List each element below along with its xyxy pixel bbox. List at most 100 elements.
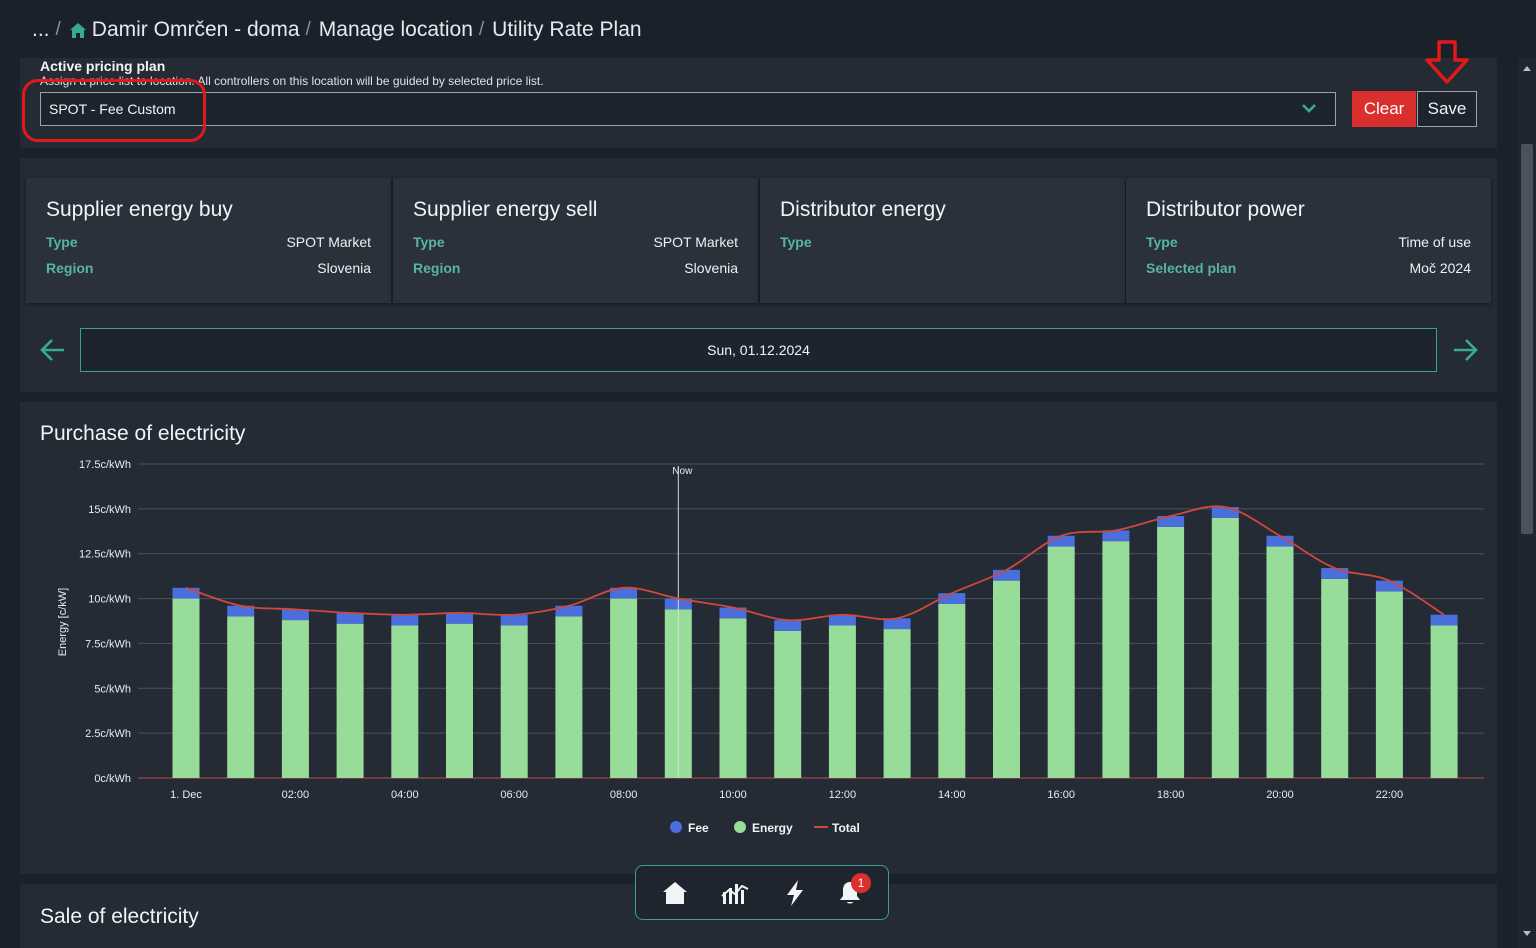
- next-day-arrow-icon[interactable]: [1450, 337, 1480, 363]
- fee-bar: [938, 593, 966, 604]
- card-row-type: Type: [780, 234, 1105, 252]
- row-key: Selected plan: [1146, 260, 1237, 276]
- row-key: Type: [1146, 234, 1178, 250]
- breadcrumb-ellipsis[interactable]: ...: [32, 18, 50, 41]
- fee-bar: [446, 612, 473, 624]
- breadcrumb-separator: /: [478, 19, 485, 40]
- fee-bar: [993, 569, 1020, 581]
- clear-button[interactable]: Clear: [1352, 91, 1416, 127]
- previous-day-arrow-icon[interactable]: [38, 337, 68, 363]
- pricing-plan-card: Active pricing plan Assign a price list …: [20, 58, 1497, 148]
- y-tick-label: 10c/kWh: [88, 594, 131, 606]
- fee-bar: [610, 587, 638, 599]
- x-tick-label: 20:00: [1266, 789, 1294, 801]
- lightning-icon[interactable]: [778, 876, 812, 910]
- x-tick-label: 22:00: [1376, 789, 1404, 801]
- total-series-line: [185, 505, 1445, 622]
- x-tick-label: 08:00: [610, 789, 638, 801]
- distributor-power-card: Distributor power Type Time of use Selec…: [1126, 178, 1491, 303]
- breadcrumb-separator: /: [305, 19, 311, 40]
- energy-bar: [391, 625, 419, 778]
- energy-bar: [1211, 517, 1239, 778]
- card-title: Distributor power: [1146, 198, 1305, 221]
- date-display[interactable]: Sun, 01.12.2024: [80, 328, 1437, 372]
- energy-bar: [446, 623, 473, 778]
- breadcrumb-separator: /: [55, 19, 61, 40]
- supplier-energy-buy-card: Supplier energy buy Type SPOT Market Reg…: [26, 178, 391, 303]
- breadcrumb-current: Utility Rate Plan: [492, 18, 642, 41]
- energy-bar: [227, 616, 255, 778]
- fee-bar: [1211, 507, 1239, 518]
- y-tick-label: 2.5c/kWh: [85, 728, 131, 740]
- date-label: Sun, 01.12.2024: [707, 342, 810, 358]
- energy-bar: [1102, 541, 1130, 778]
- scroll-up-icon[interactable]: [1522, 64, 1532, 72]
- distributor-energy-card: Distributor energy Type: [760, 178, 1125, 303]
- scroll-thumb[interactable]: [1521, 144, 1533, 534]
- energy-bar: [336, 623, 364, 778]
- card-title: Distributor energy: [780, 198, 946, 221]
- fee-bar: [500, 614, 528, 626]
- pricing-plan-subtitle: Assign a price list to location. All con…: [40, 74, 544, 88]
- bottom-navigation: 1: [635, 865, 889, 920]
- energy-bar: [281, 620, 309, 778]
- y-axis-label: Energy [c/kW]: [57, 588, 69, 656]
- x-tick-label: 14:00: [938, 789, 966, 801]
- row-key: Type: [413, 234, 445, 250]
- legend-label: Energy: [752, 821, 793, 835]
- energy-bar: [172, 598, 200, 778]
- x-tick-label: 06:00: [500, 789, 528, 801]
- pricing-plan-title: Active pricing plan: [40, 58, 166, 74]
- energy-bar: [555, 616, 583, 778]
- energy-bar: [774, 630, 802, 778]
- fee-bar: [1266, 535, 1294, 547]
- breadcrumb-location[interactable]: Damir Omrčen - doma: [91, 18, 300, 41]
- card-row-region: Region Slovenia: [413, 260, 738, 278]
- y-tick-label: 17.5c/kWh: [79, 459, 131, 471]
- save-button[interactable]: Save: [1417, 91, 1477, 127]
- y-tick-label: 15c/kWh: [88, 504, 131, 516]
- fee-bar: [391, 614, 419, 626]
- row-key: Type: [46, 234, 78, 250]
- fee-bar: [281, 609, 309, 621]
- energy-bar: [828, 625, 856, 778]
- energy-bar: [610, 598, 638, 778]
- fee-bar: [828, 614, 856, 626]
- fee-bar: [774, 620, 802, 631]
- notification-count-badge: 1: [851, 873, 871, 893]
- breadcrumb-manage-location[interactable]: Manage location: [318, 18, 473, 41]
- legend-marker: [734, 821, 746, 833]
- page-scrollbar[interactable]: [1518, 58, 1536, 948]
- x-tick-label: 1. Dec: [170, 789, 202, 801]
- energy-bar: [1047, 546, 1075, 778]
- chevron-down-icon: [1301, 101, 1317, 118]
- fee-bar: [1430, 614, 1458, 626]
- card-title: Supplier energy sell: [413, 198, 598, 221]
- y-tick-label: 7.5c/kWh: [85, 638, 131, 650]
- energy-bar: [1375, 591, 1403, 778]
- energy-bar: [1321, 578, 1349, 778]
- row-value: SPOT Market: [286, 234, 371, 250]
- home-icon[interactable]: [69, 22, 87, 39]
- card-row-selected-plan: Selected plan Moč 2024: [1146, 260, 1471, 278]
- energy-bar: [500, 625, 528, 778]
- energy-bar: [938, 603, 966, 778]
- purchase-chart: 0c/kWh 2.5c/kWh 5c/kWh 7.5c/kWh 10c/kWh 12.5c…: [57, 459, 1484, 835]
- fee-bar: [1375, 580, 1403, 592]
- sale-title: Sale of electricity: [40, 905, 199, 928]
- analytics-icon[interactable]: [718, 876, 752, 910]
- x-tick-label: 12:00: [829, 789, 857, 801]
- home-icon[interactable]: [658, 876, 692, 910]
- scroll-down-icon[interactable]: [1522, 930, 1532, 938]
- y-tick-label: 5c/kWh: [94, 683, 131, 695]
- pricing-plan-select[interactable]: SPOT - Fee Custom: [40, 92, 1336, 126]
- y-tick-label: 0c/kWh: [94, 773, 131, 785]
- energy-bar: [883, 629, 911, 778]
- breadcrumb: ... / Damir Omrčen - doma / Manage locat…: [32, 16, 642, 44]
- fee-bar: [555, 605, 583, 617]
- x-tick-label: 16:00: [1047, 789, 1075, 801]
- row-value: Moč 2024: [1409, 260, 1471, 276]
- purchase-chart-card: Purchase of electricity 0c/kWh 2.5c/kWh 5c…: [20, 402, 1497, 874]
- pricing-plan-selected-value: SPOT - Fee Custom: [49, 101, 176, 117]
- x-tick-label: 10:00: [719, 789, 747, 801]
